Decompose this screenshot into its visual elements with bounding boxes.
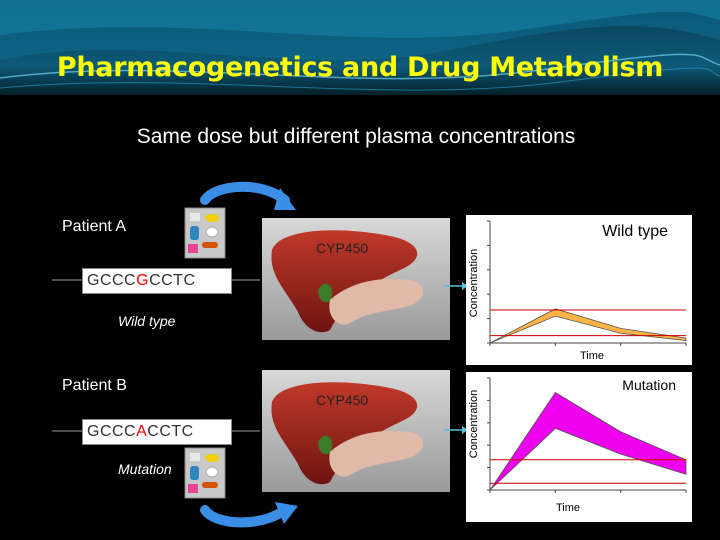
- x-axis-label: Time: [555, 502, 581, 514]
- arrow-icon: [444, 426, 468, 434]
- patient-a-label: Patient A: [62, 218, 127, 235]
- patient-b-sequence: GCCCACCTC: [82, 419, 232, 445]
- organ-panel-a: [262, 218, 450, 340]
- patient-b-enzyme: CYP450: [316, 392, 369, 408]
- y-axis-label: Concentration: [468, 248, 480, 318]
- sequence-suffix: CCTC: [147, 423, 194, 440]
- pancreas-icon: [318, 430, 424, 477]
- pill-pack-icon: [184, 207, 226, 259]
- patient-a-genotype: Wild type: [118, 313, 176, 329]
- concentration-band: [489, 308, 687, 344]
- y-axis-label: Concentration: [468, 389, 480, 459]
- arrow-icon: [444, 282, 468, 290]
- chart-title: Wild type: [602, 223, 668, 240]
- slide-subtitle: Same dose but different plasma concentra…: [136, 125, 576, 148]
- x-axis-label: Time: [579, 350, 605, 362]
- patient-b-genotype: Mutation: [118, 461, 172, 477]
- chart-panel-wild-type: Wild type Time Concentration: [466, 215, 692, 365]
- sequence-prefix: GCCC: [87, 272, 137, 289]
- patient-b-label: Patient B: [62, 377, 127, 394]
- chart-mutation: [487, 377, 687, 493]
- sequence-variant: A: [136, 423, 148, 440]
- organ-panel-b: [262, 370, 450, 492]
- pancreas-icon: [318, 278, 424, 325]
- banner-background: [0, 0, 720, 110]
- liver-icon: [271, 230, 418, 333]
- slide-title: Pharmacogenetics and Drug Metabolism: [56, 52, 664, 83]
- patient-a-enzyme: CYP450: [316, 240, 369, 256]
- chart-wild-type: [487, 220, 687, 346]
- sequence-prefix: GCCC: [87, 423, 137, 440]
- pill-pack-icon: [184, 447, 226, 499]
- arrow-icon: [200, 181, 296, 210]
- chart-title: Mutation: [622, 377, 676, 393]
- concentration-band: [489, 392, 687, 491]
- sequence-suffix: CCTC: [149, 272, 196, 289]
- patient-a-sequence: GCCCGCCTC: [82, 268, 232, 294]
- sequence-variant: G: [136, 272, 150, 289]
- liver-icon: [271, 382, 418, 485]
- chart-panel-mutation: Mutation Time Concentration: [466, 372, 692, 522]
- arrow-icon: [200, 502, 298, 528]
